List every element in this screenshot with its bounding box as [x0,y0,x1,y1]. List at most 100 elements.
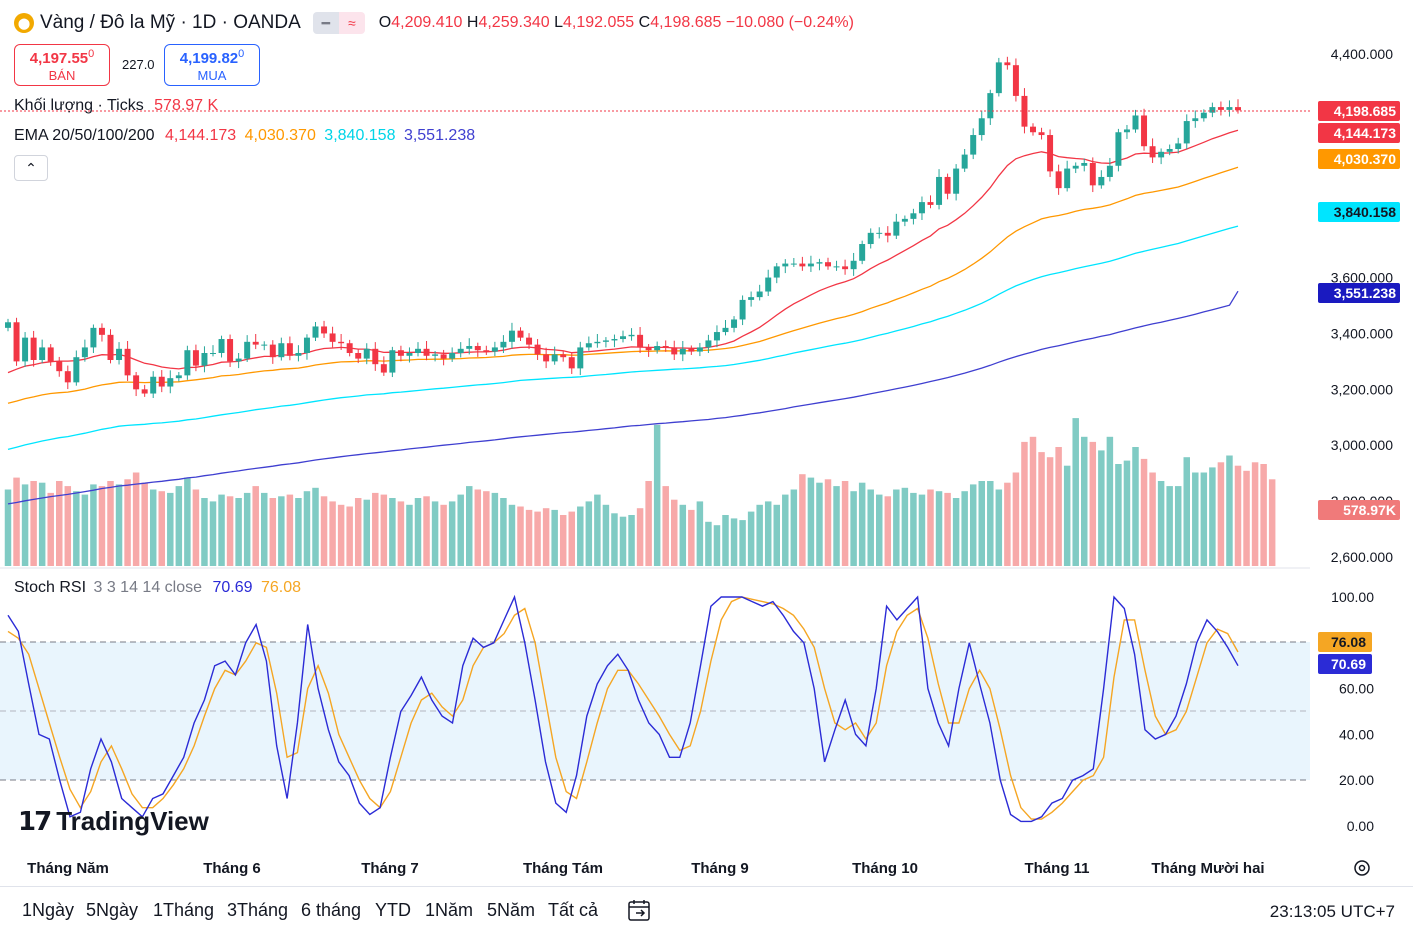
volume-bar [107,481,114,566]
buy-button[interactable]: 4,199.820 MUA [164,44,260,86]
volume-bar [969,484,977,566]
candle-body [1004,62,1011,66]
candle-body [321,326,328,334]
volume-bar [1226,455,1233,566]
settings-icon[interactable] [1352,858,1372,878]
ema-legend[interactable]: EMA 20/50/100/200 4,144.173 4,030.370 3,… [14,127,476,144]
volume-bar [1157,481,1165,566]
volume-bar [1106,436,1114,566]
volume-bar [508,504,516,566]
candle-body [1226,107,1233,110]
candle-body [1055,171,1062,189]
sell-button[interactable]: 4,197.550 BÁN [14,44,110,86]
candle-body [696,347,703,352]
volume-bar [1166,486,1173,566]
volume-bar [47,492,54,566]
stoch_k-line [7,594,1239,823]
volume-bar [457,494,464,566]
tf-all[interactable]: Tất cả [548,900,599,920]
stoch-k-tag: 70.69 [1331,656,1366,672]
volume-bar [64,486,72,566]
candle-body [261,344,268,346]
tf-5y[interactable]: 5Năm [487,900,536,920]
tf-1m[interactable]: 1Tháng [153,900,215,920]
symbol-title[interactable]: Vàng / Đô la Mỹ · 1D · OANDA [40,12,301,33]
tf-3m[interactable]: 3Tháng [227,900,289,920]
tf-1y[interactable]: 1Năm [425,900,474,920]
candle-body [782,263,789,267]
volume-bar [346,506,353,566]
candle-body [1132,115,1139,130]
volume-bar [534,511,541,566]
candle-body [1030,126,1036,133]
symbol-header: ⬤ Vàng / Đô la Mỹ · 1D · OANDA ━ ≈ O4,209… [14,12,854,34]
candle-body [269,344,276,358]
candle-body [825,262,831,267]
candle-body [961,154,968,169]
session-toggle[interactable]: ━ ≈ [312,12,365,34]
volume-bar [782,494,789,566]
candle-body [526,337,533,345]
candle-body [936,176,943,205]
candle-body [338,341,345,344]
minus-icon[interactable]: ━ [312,12,339,34]
volume-bar [1140,458,1148,566]
ema50-line [7,166,1239,404]
volume-bar [1260,464,1267,566]
candle-body [816,262,823,264]
candle-body [679,348,686,355]
time-tick-label: Tháng 10 [852,860,918,877]
candle-body [98,327,105,335]
volume-bar [56,481,63,566]
candle-body [884,232,891,236]
volume-bar [483,491,490,566]
volume-bar [935,491,943,566]
tf-ytd[interactable]: YTD [375,900,411,920]
stoch-d-tag-bg [1318,632,1372,652]
candle-body [1200,112,1207,119]
volume-bars [4,418,1276,566]
close-price-tag: 4,198.685 [1334,103,1396,119]
candle-body [380,364,387,373]
volume-bar [397,501,405,566]
wave-icon[interactable]: ≈ [338,12,365,34]
candle-body [184,350,191,376]
candle-body [876,232,883,234]
time-tick-label: Tháng 11 [1024,860,1089,877]
tf-5d[interactable]: 5Ngày [86,900,139,920]
candle-body [466,346,473,349]
volume-bar [1055,447,1062,566]
calendar-goto-icon[interactable] [626,897,652,923]
volume-tag: 578.97K [1343,502,1396,518]
candle-body [235,358,242,362]
stoch-rsi-legend[interactable]: Stoch RSI 3 3 14 14 close 70.69 76.08 [14,579,302,596]
volume-bar [927,489,934,566]
candle-body [363,348,370,359]
tf-1d[interactable]: 1Ngày [22,900,75,920]
candle-body [415,348,421,354]
volume-bar [833,486,840,566]
candle-body [303,337,310,354]
volume-bar [500,498,507,566]
volume-bar [910,492,917,566]
candle-body [474,346,481,351]
candle-body [355,353,362,359]
volume-bar [816,482,823,566]
volume-legend[interactable]: Khối lượng · Ticks 578.97 K [14,97,219,114]
candle-body [1098,176,1105,186]
candle-body [970,135,977,155]
collapse-legend-button[interactable]: ⌃ [14,155,48,181]
candle-body [722,327,729,333]
clock[interactable]: 23:13:05 UTC+7 [1269,902,1395,921]
candle-body [192,350,199,366]
stoch-rsi-lines [7,594,1239,823]
volume-bar [1029,436,1037,566]
candle-body [568,357,575,369]
tf-6m[interactable]: 6 tháng [301,900,362,920]
candle-body [457,348,464,354]
volume-bar [380,494,388,566]
candle-body [133,375,140,390]
volume-bar [525,509,533,566]
time-axis: Tháng Năm Tháng 6 Tháng 7 Tháng Tám Tháng 9 T… [27,860,1264,877]
